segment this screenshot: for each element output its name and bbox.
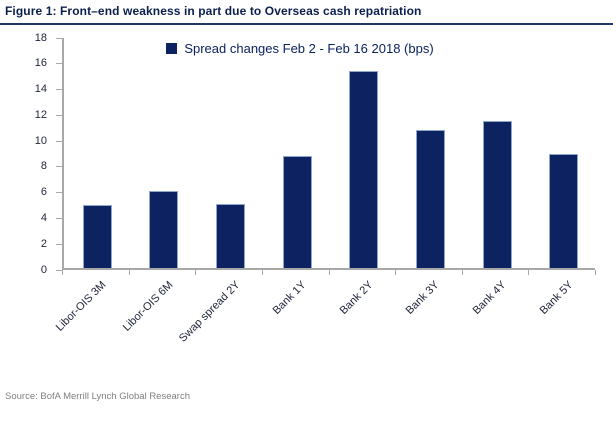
x-axis-tick xyxy=(595,270,596,275)
y-axis-tick xyxy=(56,89,62,91)
x-axis-tick xyxy=(461,270,463,275)
y-axis-tick xyxy=(56,140,62,142)
y-axis-tick xyxy=(56,217,62,219)
x-axis-tick xyxy=(528,270,530,275)
bar xyxy=(149,191,179,268)
y-axis-label: 8 xyxy=(40,160,47,173)
plot-area xyxy=(62,38,595,270)
y-axis-label: 14 xyxy=(34,83,47,96)
x-axis-tick xyxy=(62,270,63,275)
bar xyxy=(349,71,379,268)
y-axis-label: 10 xyxy=(34,134,47,147)
y-axis-label: 0 xyxy=(40,263,47,276)
y-axis-tick xyxy=(56,63,62,65)
x-axis-label: Libor-OIS 6M xyxy=(120,279,176,334)
x-axis-tick xyxy=(395,270,397,275)
bar xyxy=(482,121,512,268)
figure-title: Figure 1: Front–end weakness in part due… xyxy=(5,4,422,18)
bar xyxy=(415,130,445,268)
y-axis-label: 2 xyxy=(40,237,47,250)
legend-marker-icon xyxy=(166,43,178,54)
y-axis-tick xyxy=(56,114,62,116)
y-axis-tick xyxy=(56,243,62,245)
y-axis-tick xyxy=(56,166,62,168)
legend-label: Spread changes Feb 2 - Feb 16 2018 (bps) xyxy=(184,41,434,56)
x-axis-tick xyxy=(328,270,330,275)
y-axis-tick xyxy=(56,192,62,194)
x-axis-label: Libor-OIS 3M xyxy=(54,279,109,334)
x-axis-label: Bank 3Y xyxy=(404,279,442,317)
y-axis-tick xyxy=(56,37,62,39)
x-axis-tick xyxy=(261,270,263,275)
bar xyxy=(82,205,112,268)
y-axis-label: 16 xyxy=(34,57,47,70)
y-axis-tick xyxy=(56,269,62,271)
title-rule xyxy=(0,23,613,25)
bar xyxy=(282,155,312,268)
y-axis-label: 6 xyxy=(40,186,47,199)
x-axis-tick xyxy=(128,270,130,275)
x-axis-label: Bank 5Y xyxy=(537,279,576,317)
source-text: Source: BofA Merrill Lynch Global Resear… xyxy=(5,391,190,402)
y-axis-label: 4 xyxy=(40,211,47,224)
x-axis-label: Swap spread 2Y xyxy=(176,279,243,345)
x-axis-label: Bank 4Y xyxy=(470,279,509,317)
x-axis-label: Bank 1Y xyxy=(270,279,309,317)
bar xyxy=(216,204,246,268)
y-axis-label: 18 xyxy=(34,31,47,44)
bar xyxy=(549,154,579,268)
x-axis-tick xyxy=(195,270,197,275)
y-axis-label: 12 xyxy=(34,108,47,121)
legend: Spread changes Feb 2 - Feb 16 2018 (bps) xyxy=(0,41,600,56)
x-axis-label: Bank 2Y xyxy=(337,279,376,317)
